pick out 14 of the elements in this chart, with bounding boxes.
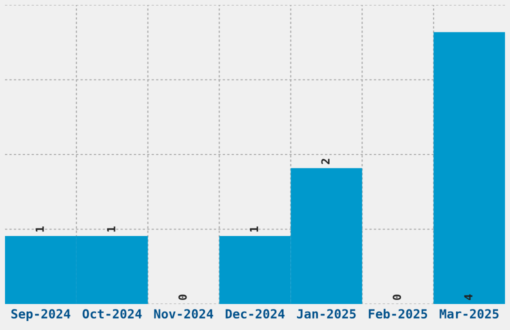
- x-tick-label: Nov-2024: [154, 309, 214, 319]
- data-label: 1: [107, 226, 116, 232]
- data-label: 4: [464, 294, 472, 300]
- data-label: 1: [250, 226, 258, 232]
- x-tick-label: Jan-2025: [296, 309, 356, 319]
- x-tick-label: Dec-2024: [226, 309, 285, 319]
- data-label: 1: [36, 226, 44, 232]
- data-label: 2: [321, 158, 330, 164]
- x-tick-label: Feb-2025: [368, 308, 428, 319]
- x-tick-label: Mar-2025: [440, 309, 499, 319]
- data-label: 0: [178, 294, 187, 300]
- x-tick-label: Oct-2024: [82, 309, 142, 319]
- x-tick-label: Sep-2024: [11, 309, 70, 321]
- data-label: 0: [392, 294, 402, 300]
